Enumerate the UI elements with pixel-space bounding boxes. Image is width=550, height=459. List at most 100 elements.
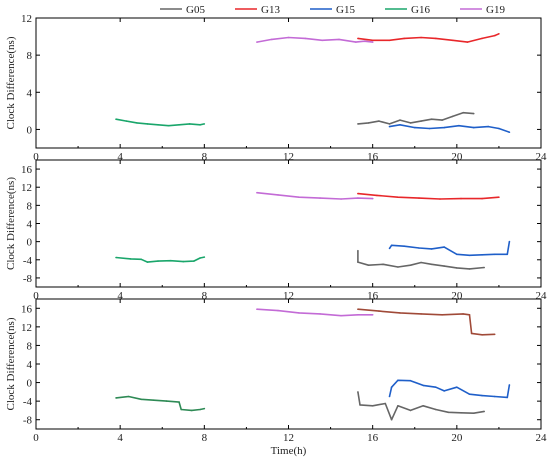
data-point-g13 [378, 310, 380, 312]
data-point-g19 [304, 37, 307, 40]
series-line-g05 [357, 391, 485, 421]
data-point-g15 [414, 126, 416, 129]
data-point-g16 [169, 259, 172, 262]
data-point-g15 [430, 248, 433, 250]
data-point-g05 [430, 263, 433, 266]
data-point-g13 [397, 196, 399, 198]
data-point-g15 [481, 254, 483, 256]
x-tick-label: 12 [283, 290, 294, 302]
data-point-g16 [193, 260, 195, 262]
data-point-g19 [355, 41, 357, 43]
data-point-g16 [178, 401, 180, 403]
data-point-g05 [441, 119, 443, 121]
series-line-g16 [115, 118, 205, 127]
y-axis-title: Clock Difference(ns) [5, 177, 17, 270]
data-point-g05 [422, 405, 425, 407]
data-point-g13 [493, 34, 496, 37]
data-point-g19 [298, 312, 300, 314]
x-tick-label: 16 [367, 432, 379, 444]
panel-2: 0 4 8 12 16 20 24 -8 -4 0 4 8 12 16 Clock Difference(n… [5, 159, 548, 302]
data-point-g05 [382, 263, 385, 266]
data-point-g19 [277, 194, 279, 196]
data-point-g13 [439, 198, 441, 200]
data-point-g15 [435, 386, 437, 389]
data-point-g15 [508, 384, 511, 386]
legend-label-g16: G16 [411, 4, 430, 16]
data-point-g15 [506, 396, 509, 399]
x-tick-label: 20 [451, 151, 463, 163]
data-point-g13 [451, 39, 454, 42]
data-point-g13 [498, 33, 500, 35]
data-point-g16 [203, 407, 206, 410]
data-point-g05 [472, 412, 475, 415]
data-point-g15 [498, 127, 500, 130]
data-point-g15 [481, 394, 483, 397]
panel-3: 0 4 8 12 16 20 24 -8 -4 0 4 8 12 16 Clock Difference(n… [5, 298, 548, 457]
data-point-g13 [493, 333, 496, 336]
data-point-g05 [390, 418, 393, 421]
data-point-g13 [357, 37, 359, 40]
legend: G05 G13 G15 G16 G19 [160, 4, 505, 16]
data-point-g19 [321, 39, 324, 42]
data-point-g19 [256, 41, 258, 43]
data-point-g05 [409, 264, 412, 267]
data-point-g13 [481, 197, 483, 200]
data-point-g13 [466, 41, 469, 43]
panel-1: 0 4 8 12 16 20 24 0 4 8 12 Clock Difference(ns) [5, 13, 547, 163]
data-point-g05 [483, 266, 486, 269]
x-tick-label: 8 [202, 151, 208, 163]
data-point-g13 [357, 192, 359, 195]
series-line-g16 [115, 395, 205, 412]
data-point-g19 [357, 314, 359, 316]
x-tick-label: 8 [202, 432, 208, 444]
data-point-g15 [418, 247, 420, 249]
x-tick-label: 24 [536, 290, 548, 302]
x-tick-label: 24 [536, 432, 548, 444]
data-point-g16 [146, 123, 149, 125]
x-tick-label: 20 [451, 290, 463, 302]
data-point-g13 [462, 313, 464, 315]
data-point-g15 [388, 247, 391, 250]
data-point-g16 [203, 256, 206, 258]
data-point-g05 [367, 122, 370, 124]
data-point-g05 [397, 405, 399, 407]
y-tick-label: 4 [27, 359, 33, 371]
data-point-g19 [357, 197, 359, 199]
data-point-g15 [390, 386, 393, 389]
data-point-g13 [435, 37, 437, 40]
legend-label-g19: G19 [486, 4, 505, 16]
data-point-g16 [199, 408, 201, 411]
data-point-g15 [472, 126, 475, 129]
data-point-g16 [125, 120, 128, 122]
data-point-g16 [199, 257, 201, 259]
y-tick-label: 12 [21, 13, 32, 25]
data-point-g15 [487, 125, 490, 128]
data-point-g05 [357, 391, 359, 393]
data-point-g16 [188, 123, 191, 125]
data-point-g16 [182, 260, 185, 263]
x-tick-label: 12 [283, 432, 294, 444]
data-point-g19 [340, 314, 342, 317]
data-point-g15 [506, 253, 509, 256]
series-line-g16 [115, 256, 205, 263]
y-axis-title: Clock Difference(ns) [5, 317, 17, 410]
data-point-g13 [460, 197, 462, 200]
data-point-g05 [456, 267, 458, 269]
data-point-g15 [388, 125, 391, 128]
data-point-g05 [357, 261, 359, 263]
series-line-g05 [357, 111, 474, 125]
x-tick-label: 4 [117, 432, 123, 444]
y-tick-label: 8 [27, 200, 33, 212]
data-point-g16 [153, 399, 155, 402]
data-point-g15 [508, 240, 511, 243]
data-point-g19 [319, 313, 321, 315]
data-point-g05 [420, 261, 422, 264]
y-tick-label: -8 [23, 273, 33, 285]
data-point-g15 [388, 395, 391, 398]
data-point-g13 [498, 196, 500, 198]
data-point-g19 [363, 40, 366, 42]
legend-label-g13: G13 [261, 4, 280, 16]
y-tick-label: 0 [27, 124, 33, 136]
x-axis-title: Time(h) [271, 445, 307, 457]
data-point-g19 [319, 197, 321, 199]
